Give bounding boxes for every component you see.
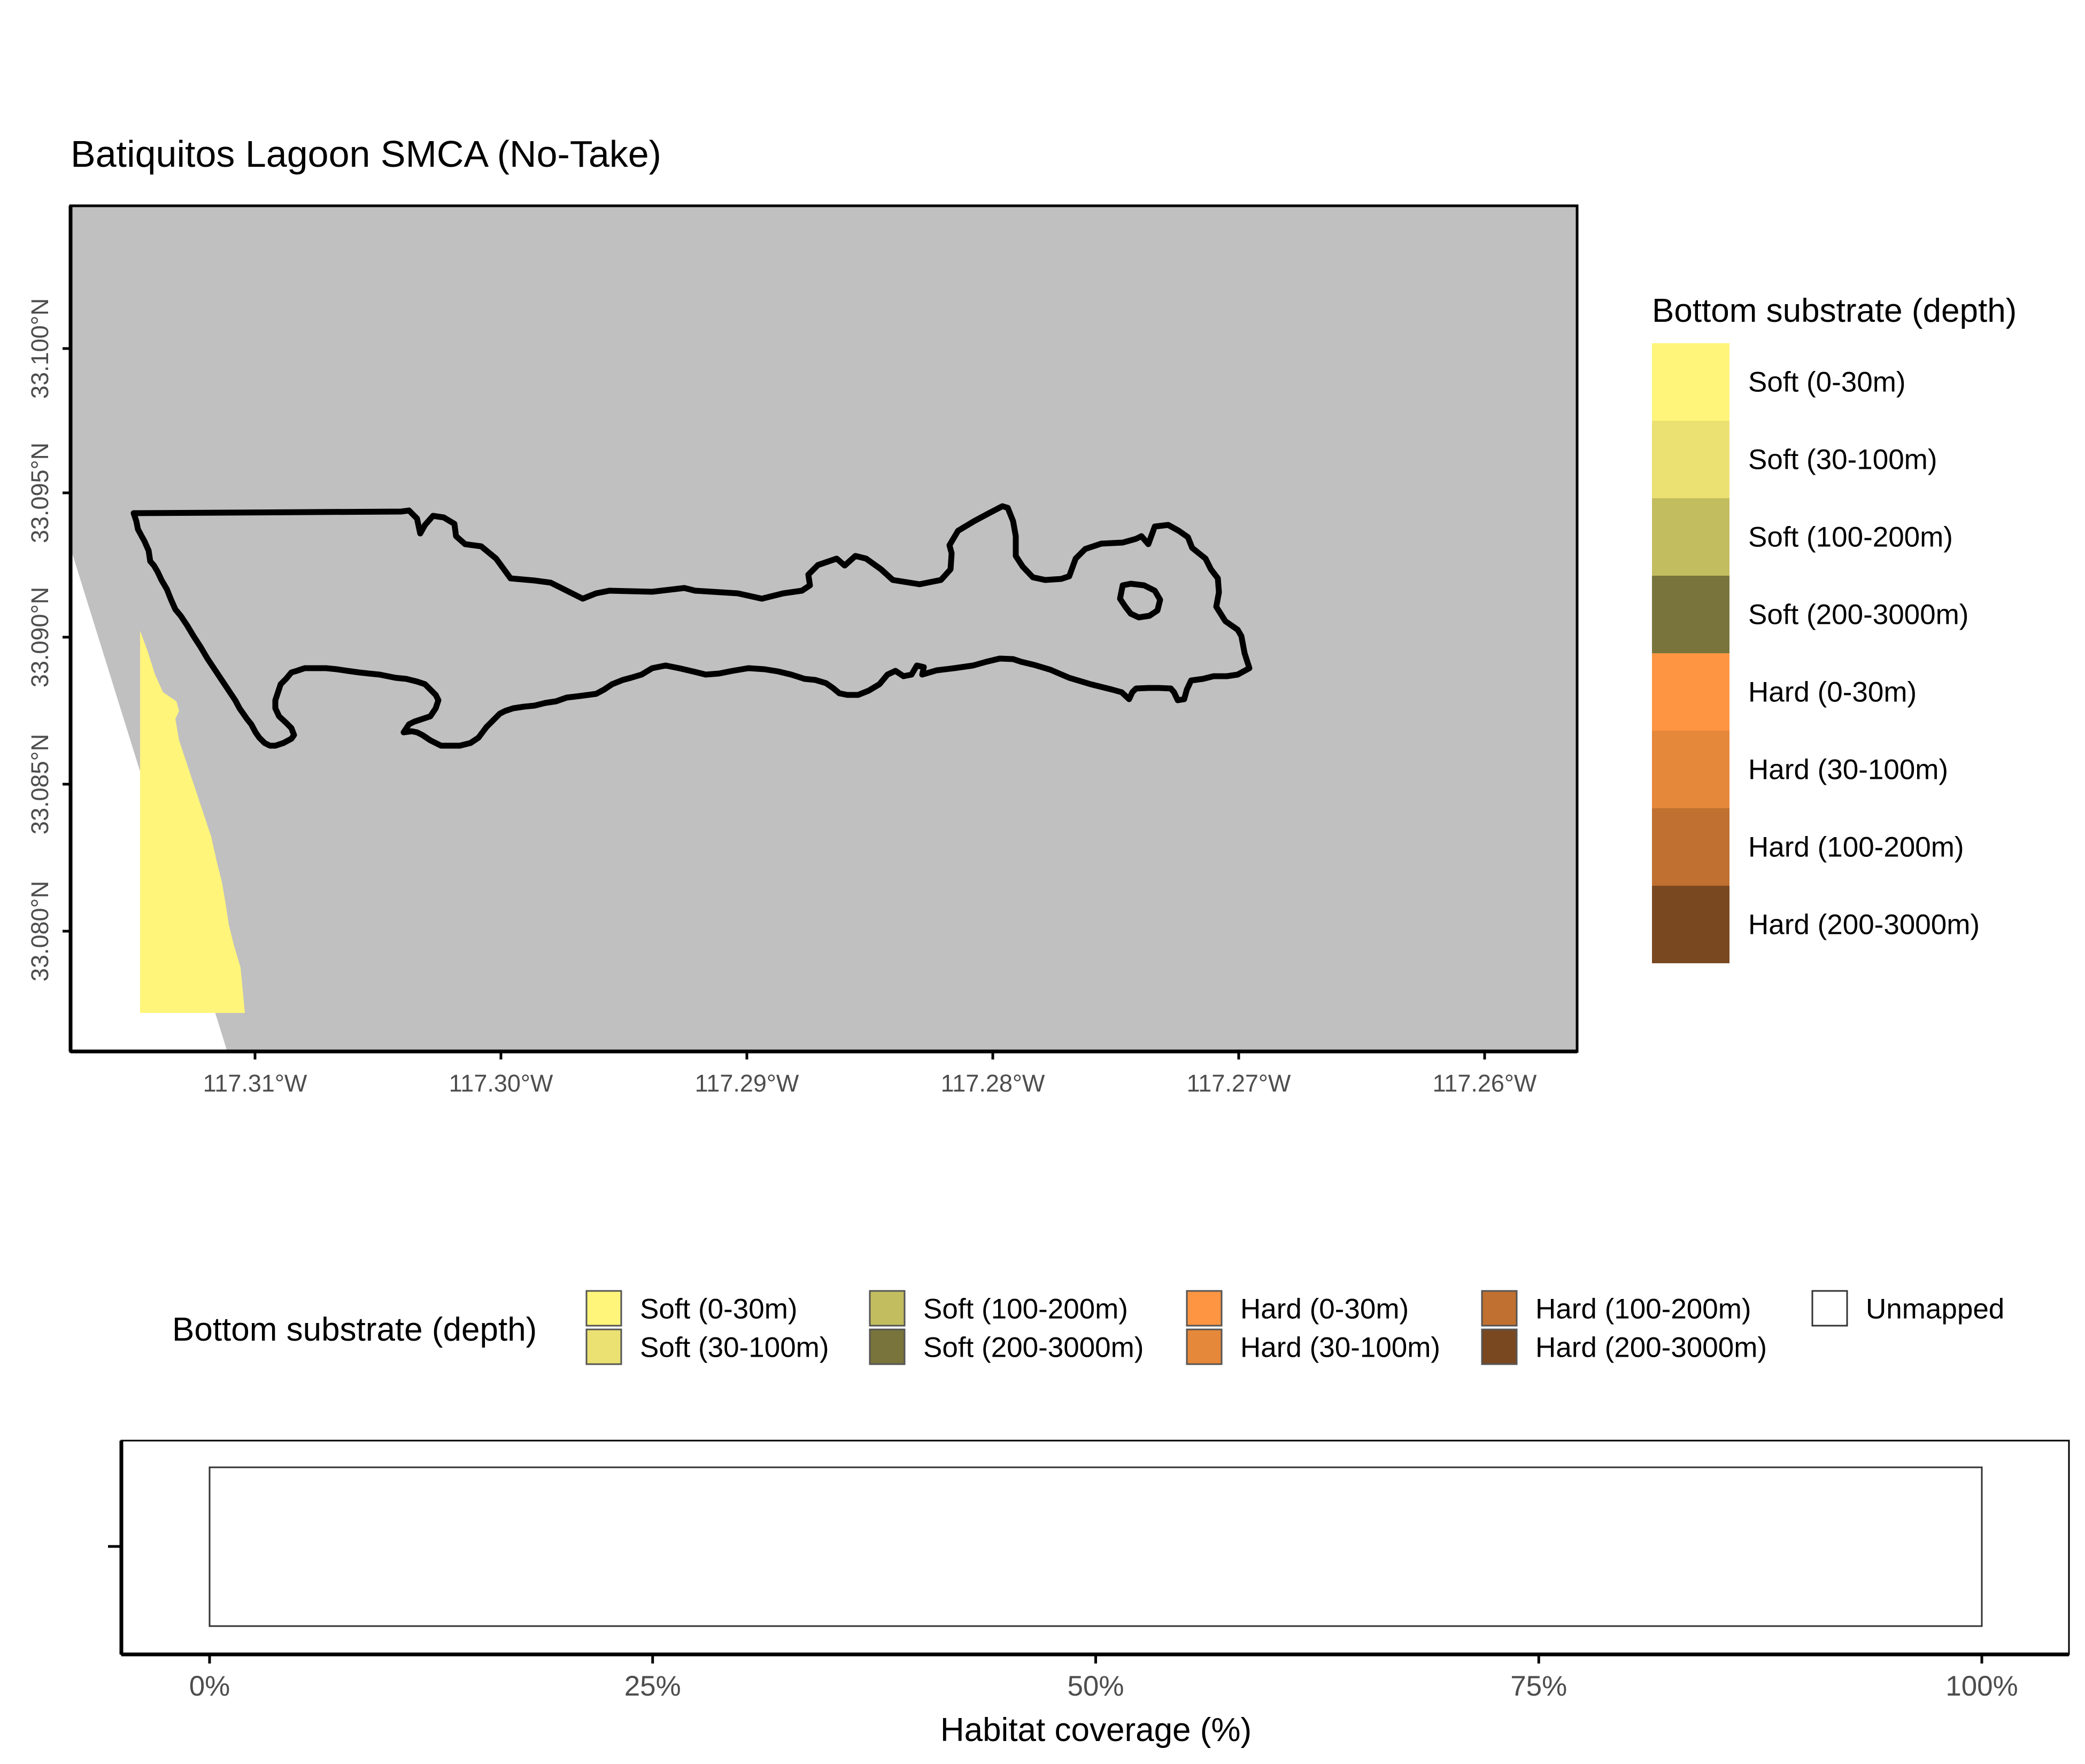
x-tick-label: 100%: [1945, 1670, 2018, 1702]
x-axis-title: Habitat coverage (%): [940, 1712, 1252, 1748]
lat-tick-label: 33.085°N: [26, 734, 53, 834]
land-area-base: [71, 206, 1577, 1051]
bottom-legend-label: Soft (0-30m): [640, 1294, 798, 1325]
x-tick-label: 0%: [189, 1670, 230, 1702]
bottom-legend-label: Soft (200-3000m): [923, 1332, 1144, 1364]
legend-label: Soft (200-3000m): [1748, 599, 1968, 631]
legend-label: Hard (200-3000m): [1748, 909, 1980, 941]
legend-swatch: [1652, 653, 1729, 731]
lon-tick-label: 117.30°W: [449, 1070, 553, 1097]
bottom-legend-label: Soft (30-100m): [640, 1332, 829, 1364]
legend-label: Soft (100-200m): [1748, 522, 1953, 553]
legend-title: Bottom substrate (depth): [1652, 292, 2017, 329]
legend-swatch: [1652, 808, 1729, 886]
legend-swatch: [1652, 343, 1729, 421]
bottom-legend-swatch: [869, 1290, 906, 1327]
bottom-legend-title: Bottom substrate (depth): [172, 1311, 537, 1348]
legend-swatch: [1652, 421, 1729, 498]
lon-tick-label: 117.27°W: [1187, 1070, 1291, 1097]
lat-tick-label: 33.090°N: [26, 587, 53, 687]
x-tick-label: 25%: [624, 1670, 681, 1702]
lat-tick-label: 33.080°N: [26, 881, 53, 981]
coverage-bar-segment: [208, 1466, 1983, 1627]
bottom-legend-label: Hard (0-30m): [1240, 1294, 1409, 1325]
bottom-legend-label: Hard (30-100m): [1240, 1332, 1440, 1364]
bottom-legend: Bottom substrate (depth) Soft (0-30m) Sof…: [172, 1290, 2004, 1365]
legend-label: Soft (30-100m): [1748, 444, 1937, 476]
legend-label: Soft (0-30m): [1748, 367, 1906, 398]
mpa-outline-main: [130, 503, 1253, 749]
lat-axis: 33.100°N 33.095°N 33.090°N 33.085°N 33.0…: [26, 206, 73, 1051]
bottom-legend-swatch: [1481, 1290, 1518, 1327]
bottom-legend-label: Hard (100-200m): [1535, 1294, 1751, 1325]
legend-swatch: [1652, 886, 1729, 963]
lon-tick-label: 117.26°W: [1433, 1070, 1537, 1097]
legend-label: Hard (0-30m): [1748, 677, 1917, 708]
bottom-legend-label: Unmapped: [1866, 1294, 2004, 1325]
bottom-legend-swatch: [1186, 1290, 1223, 1327]
mpa-island: [1117, 581, 1163, 621]
legend-swatch: [1652, 731, 1729, 808]
x-tick-label: 75%: [1510, 1670, 1567, 1702]
legend-label: Hard (30-100m): [1748, 754, 1948, 786]
x-tick-label: 50%: [1067, 1670, 1124, 1702]
lon-tick-label: 117.31°W: [203, 1070, 307, 1097]
bottom-legend-swatch: [1186, 1328, 1223, 1365]
lon-axis: 117.31°W 117.30°W 117.29°W 117.28°W 117.…: [71, 1049, 1577, 1097]
bottom-legend-swatch: [869, 1328, 906, 1365]
bottom-legend-swatch: [585, 1290, 622, 1327]
coverage-chart: 0% 25% 50% 75% 100% Habitat coverage (%): [108, 1440, 2070, 1748]
lon-tick-label: 117.28°W: [941, 1070, 1045, 1097]
bottom-legend-swatch: [1811, 1290, 1848, 1327]
bottom-legend-swatch: [1481, 1328, 1518, 1365]
legend-swatch: [1652, 576, 1729, 653]
legend-swatch: [1652, 498, 1729, 576]
lat-tick-label: 33.100°N: [26, 298, 53, 399]
bottom-legend-label: Soft (100-200m): [923, 1294, 1128, 1325]
lat-tick-label: 33.095°N: [26, 443, 53, 543]
legend-label: Hard (100-200m): [1748, 832, 1964, 863]
lon-tick-label: 117.29°W: [695, 1070, 799, 1097]
soft-0-30m-strip: [140, 631, 245, 1013]
bottom-legend-label: Hard (200-3000m): [1535, 1332, 1767, 1364]
bottom-legend-swatch: [585, 1328, 622, 1365]
substrate-legend: Bottom substrate (depth) Soft (0-30m) Sof…: [1652, 292, 2017, 963]
map-panel: [69, 204, 1579, 1053]
map-title: Batiquitos Lagoon SMCA (No-Take): [71, 133, 661, 175]
